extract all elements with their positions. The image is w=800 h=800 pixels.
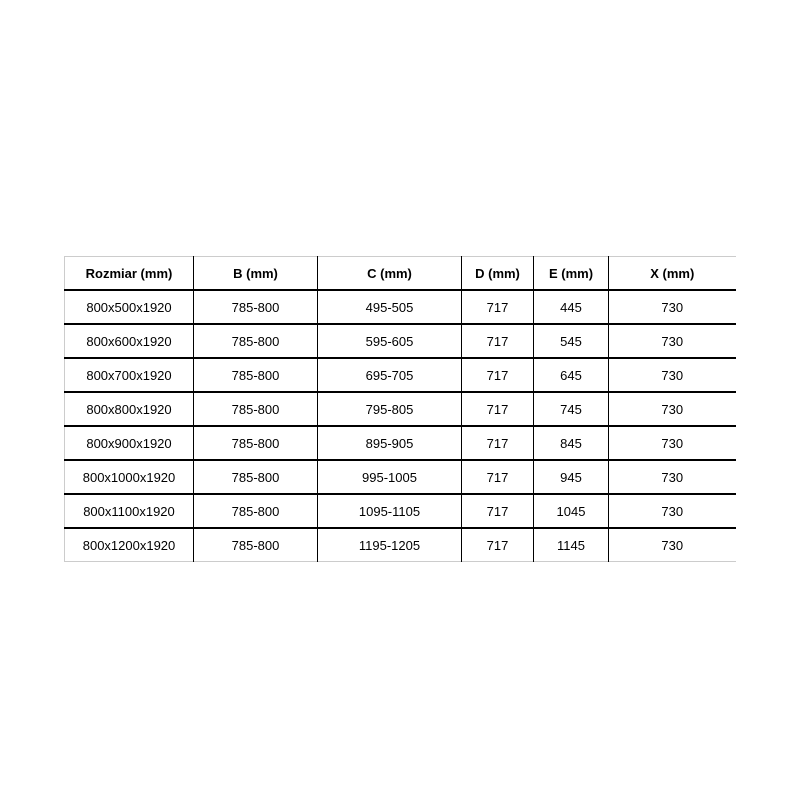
table-cell: 645: [533, 357, 609, 392]
table-cell: 445: [533, 289, 609, 324]
table-cell: 785-800: [193, 527, 318, 562]
table-row: 800x500x1920 785-800 495-505 717 445 730: [64, 289, 736, 324]
table-cell: 845: [533, 425, 609, 460]
table-cell: 785-800: [193, 289, 318, 324]
table-row: 800x1000x1920 785-800 995-1005 717 945 730: [64, 459, 736, 494]
table-cell: 717: [461, 357, 534, 392]
table-cell: 695-705: [317, 357, 462, 392]
table-cell: 717: [461, 459, 534, 494]
table-cell: 800x1200x1920: [64, 527, 194, 562]
table-cell: 730: [608, 289, 736, 324]
table-cell: 800x600x1920: [64, 323, 194, 358]
table-cell: 785-800: [193, 459, 318, 494]
column-header: Rozmiar (mm): [85, 265, 173, 281]
table-cell: 730: [608, 493, 736, 528]
table-cell: 785-800: [193, 323, 318, 358]
table-cell: 800x700x1920: [64, 357, 194, 392]
table-row: 800x600x1920 785-800 595-605 717 545 730: [64, 323, 736, 358]
table-cell: 945: [533, 459, 609, 494]
table-cell: 800x800x1920: [64, 391, 194, 426]
table-cell: 785-800: [193, 425, 318, 460]
table-cell: 895-905: [317, 425, 462, 460]
column-header: E (mm): [533, 256, 609, 290]
table-cell: 800x500x1920: [64, 289, 194, 324]
table-cell: 595-605: [317, 323, 462, 358]
table-cell: 495-505: [317, 289, 462, 324]
column-header: D (mm): [461, 256, 534, 290]
table-cell: 995-1005: [317, 459, 462, 494]
table-cell: 800x1100x1920: [64, 493, 194, 528]
table-cell: 730: [608, 357, 736, 392]
table-cell: 730: [608, 527, 736, 562]
table-cell: 730: [608, 425, 736, 460]
dimensions-table: Rozmiar (mm) B (mm) C (mm) D (mm) E (mm) X (m…: [64, 256, 736, 562]
table-cell: 1195-1205: [317, 527, 462, 562]
table-cell: 785-800: [193, 391, 318, 426]
table-cell: 730: [608, 391, 736, 426]
table-cell: 717: [461, 527, 534, 562]
table-cell: 1045: [533, 493, 609, 528]
table-cell: 730: [608, 459, 736, 494]
table-cell: 545: [533, 323, 609, 358]
table-row: 800x800x1920 785-800 795-805 717 745 730: [64, 391, 736, 426]
column-header: C (mm): [317, 256, 462, 290]
table-cell: 785-800: [193, 357, 318, 392]
table-cell: 717: [461, 425, 534, 460]
table-cell: 730: [608, 323, 736, 358]
table-cell: 795-805: [317, 391, 462, 426]
table-cell: 800x900x1920: [64, 425, 194, 460]
table-cell: 1145: [533, 527, 609, 562]
column-header: X (mm): [608, 256, 736, 290]
column-header: B (mm): [193, 256, 318, 290]
table-cell: 717: [461, 323, 534, 358]
table-cell: 745: [533, 391, 609, 426]
table-row: 800x900x1920 785-800 895-905 717 845 730: [64, 425, 736, 460]
table-cell: 717: [461, 493, 534, 528]
table-row: 800x1200x1920 785-800 1195-1205 717 1145 730: [64, 527, 736, 562]
table-cell: 717: [461, 289, 534, 324]
table-cell: 785-800: [193, 493, 318, 528]
table-cell: 800x1000x1920: [64, 459, 194, 494]
table-cell: 1095-1105: [317, 493, 462, 528]
table-cell: 717: [461, 391, 534, 426]
header-row: Rozmiar (mm) B (mm) C (mm) D (mm) E (mm) X (m…: [65, 256, 736, 290]
dimensions-table-container: Rozmiar (mm) B (mm) C (mm) D (mm) E (mm) X (m…: [64, 256, 736, 562]
table-row: 800x1100x1920 785-800 1095-1105 717 1045 730: [64, 493, 736, 528]
table-row: 800x700x1920 785-800 695-705 717 645 730: [64, 357, 736, 392]
table-body: 800x500x1920 785-800 495-505 717 445 730 800x6…: [64, 289, 736, 562]
